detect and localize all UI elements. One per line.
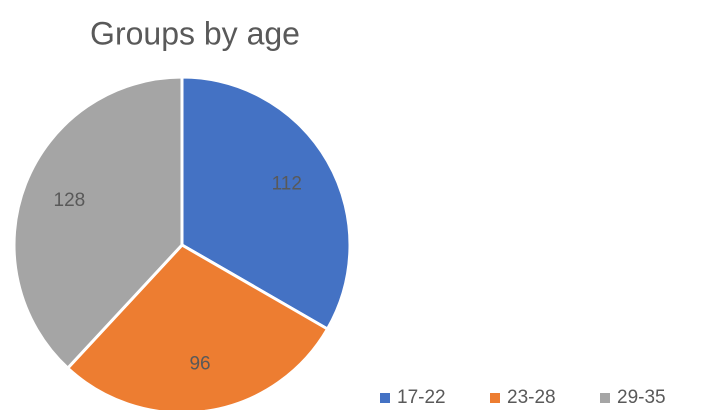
chart-title: Groups by age (90, 15, 300, 51)
pie-slice (12, 75, 184, 371)
data-label: 128 (54, 190, 86, 211)
pie-slice (65, 243, 330, 410)
legend-swatch (380, 393, 390, 403)
legend-swatch (490, 393, 500, 403)
data-label: 96 (189, 354, 210, 375)
legend-label: 17-22 (397, 387, 446, 408)
legend-swatch (600, 393, 610, 403)
legend-label: 23-28 (507, 387, 556, 408)
data-label: 112 (272, 174, 302, 195)
legend-label: 29-35 (617, 387, 666, 408)
pie-slice (180, 75, 352, 332)
